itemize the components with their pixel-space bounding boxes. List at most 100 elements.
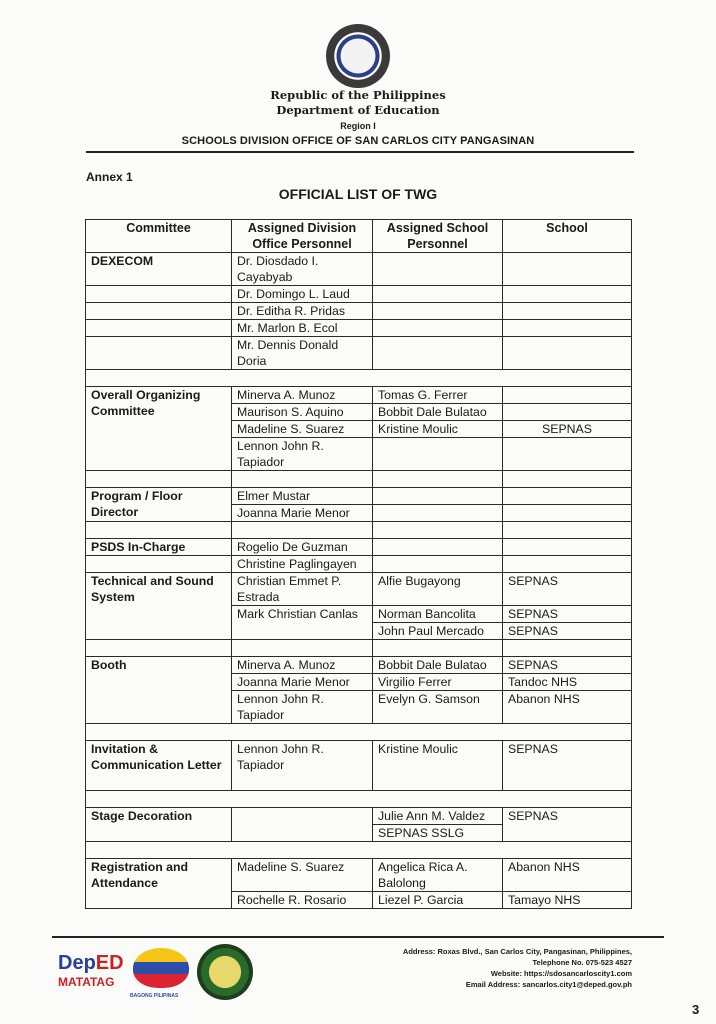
table-row: Dr. Domingo L. Laud bbox=[85, 285, 632, 303]
division-cell: Madeline S. Suarez bbox=[231, 858, 373, 892]
twg-table: Committee Assigned Division Office Perso… bbox=[85, 219, 632, 909]
school-personnel-cell: Virgilio Ferrer bbox=[372, 673, 503, 691]
spacer-row bbox=[85, 470, 632, 488]
table-row: Dr. Editha R. Pridas bbox=[85, 302, 632, 320]
school-cell: SEPNAS bbox=[502, 622, 632, 640]
division-cell: Lennon John R. Tapiador bbox=[231, 437, 373, 471]
school-cell: SEPNAS bbox=[502, 656, 632, 674]
school-cell: SEPNAS bbox=[502, 740, 632, 791]
committee-cell: Registration and Attendance bbox=[85, 858, 232, 909]
division-cell: Elmer Mustar bbox=[231, 487, 373, 505]
school-personnel-cell: Bobbit Dale Bulatao bbox=[372, 403, 503, 421]
division-heading: SCHOOLS DIVISION OFFICE OF SAN CARLOS CI… bbox=[181, 135, 535, 147]
table-row: Booth Minerva A. Munoz Bobbit Dale Bulatao… bbox=[85, 656, 632, 724]
committee-cell: Overall Organizing Committee bbox=[85, 386, 232, 471]
division-cell: Lennon John R. Tapiador bbox=[231, 690, 373, 724]
school-personnel-cell: Liezel P. Garcia bbox=[372, 891, 503, 909]
footer-divider bbox=[52, 936, 664, 938]
school-personnel-cell: Julie Ann M. Valdez bbox=[372, 807, 503, 825]
division-cell: Mr. Dennis Donald Doria bbox=[231, 336, 373, 370]
table-row: John Paul Mercado SEPNAS bbox=[86, 622, 632, 640]
school-personnel-cell: Alfie Bugayong bbox=[372, 572, 503, 606]
committee-cell: Stage Decoration bbox=[85, 807, 232, 842]
spacer-row bbox=[85, 790, 632, 808]
table-row: Christine Paglingayen bbox=[85, 555, 632, 573]
spacer-row bbox=[85, 723, 632, 741]
annex-label: Annex 1 bbox=[86, 170, 133, 184]
document-title: OFFICIAL LIST OF TWG bbox=[278, 186, 438, 202]
school-cell: Abanon NHS bbox=[502, 690, 632, 724]
column-header: Assigned School Personnel bbox=[372, 219, 503, 253]
division-cell: Maurison S. Aquino bbox=[231, 403, 373, 421]
school-personnel-cell: SEPNAS SSLG bbox=[372, 824, 503, 842]
school-personnel-cell: Evelyn G. Samson bbox=[372, 690, 503, 724]
school-cell: Tamayo NHS bbox=[502, 891, 632, 909]
deped-logo: DepED bbox=[58, 952, 124, 974]
republic-heading: Republic of the Philippines bbox=[270, 88, 446, 102]
division-cell: Minerva A. Munoz bbox=[231, 656, 373, 674]
bagong-pilipinas-logo bbox=[133, 948, 189, 988]
table-row: Registration and Attendance Madeline S. S… bbox=[85, 858, 632, 909]
table-row: Joanna Marie Menor bbox=[86, 504, 632, 522]
school-cell: SEPNAS bbox=[502, 572, 632, 606]
school-personnel-cell: Kristine Moulic bbox=[372, 740, 503, 791]
division-cell: Mr. Marlon B. Ecol bbox=[231, 319, 373, 337]
bagong-pilipinas-text: BAGONG PILIPINAS bbox=[130, 993, 179, 999]
address-text: Address: Roxas Blvd., San Carlos City, P… bbox=[402, 947, 632, 956]
school-cell: Tandoc NHS bbox=[502, 673, 632, 691]
division-cell: Dr. Editha R. Pridas bbox=[231, 302, 373, 320]
matatag-logo: MATATAG bbox=[58, 975, 115, 989]
division-cell: Mark Christian Canlas bbox=[231, 605, 373, 640]
header-divider bbox=[86, 151, 634, 153]
spacer-row bbox=[85, 841, 632, 859]
division-cell: Joanna Marie Menor bbox=[231, 504, 373, 522]
table-row: PSDS In-Charge Rogelio De Guzman bbox=[85, 538, 632, 556]
committee-cell: Booth bbox=[85, 656, 232, 724]
division-cell: Madeline S. Suarez bbox=[231, 420, 373, 438]
table-row: Technical and Sound System Christian Emme… bbox=[85, 572, 632, 640]
column-header: Committee bbox=[85, 219, 232, 253]
spacer-row bbox=[85, 639, 632, 657]
committee-cell: Program / Floor Director bbox=[85, 487, 232, 522]
school-personnel-cell: Angelica Rica A. Balolong bbox=[372, 858, 503, 892]
column-header: School bbox=[502, 219, 632, 253]
school-personnel-cell: Tomas G. Ferrer bbox=[372, 386, 503, 404]
school-cell: Abanon NHS bbox=[502, 858, 632, 892]
deped-seal-logo bbox=[326, 24, 390, 88]
table-header-row: Committee Assigned Division Office Perso… bbox=[85, 219, 632, 253]
division-cell: Rochelle R. Rosario bbox=[231, 891, 373, 909]
division-cell: Dr. Domingo L. Laud bbox=[231, 285, 373, 303]
division-seal-logo bbox=[197, 944, 253, 1000]
school-cell: SEPNAS bbox=[502, 605, 632, 623]
email-link[interactable]: Email Address: sancarlos.city1@deped.gov… bbox=[465, 980, 632, 989]
department-heading: Department of Education bbox=[276, 103, 440, 117]
school-personnel-cell: John Paul Mercado bbox=[372, 622, 503, 640]
school-personnel-cell: Bobbit Dale Bulatao bbox=[372, 656, 503, 674]
table-row: Lennon John R. Tapiador Evelyn G. Samson A… bbox=[86, 690, 632, 724]
table-row: Program / Floor Director Elmer Mustar bbox=[85, 487, 632, 522]
spacer-row bbox=[85, 521, 632, 539]
school-personnel-cell: Norman Bancolita bbox=[372, 605, 503, 623]
division-cell: Lennon John R. Tapiador bbox=[231, 740, 373, 791]
division-cell: Dr. Diosdado I. Cayabyab bbox=[231, 252, 373, 286]
region-heading: Region I bbox=[340, 121, 376, 131]
table-row: Stage Decoration Julie Ann M. Valdez SEPNA… bbox=[85, 807, 632, 842]
committee-cell: DEXECOM bbox=[85, 252, 232, 286]
table-row: DEXECOM Dr. Diosdado I. Cayabyab bbox=[85, 252, 632, 286]
table-row: Overall Organizing Committee Minerva A. M… bbox=[85, 386, 632, 471]
column-header: Assigned Division Office Personnel bbox=[231, 219, 373, 253]
table-row: Madeline S. Suarez Kristine Moulic SEPNAS bbox=[86, 420, 632, 438]
committee-cell: Invitation & Communication Letter bbox=[85, 740, 232, 791]
contact-block: Address: Roxas Blvd., San Carlos City, P… bbox=[403, 946, 632, 990]
division-cell: Joanna Marie Menor bbox=[231, 673, 373, 691]
division-cell: Rogelio De Guzman bbox=[231, 538, 373, 556]
website-link[interactable]: Website: https://sdosancarloscity1.com bbox=[490, 969, 632, 978]
committee-cell: PSDS In-Charge bbox=[85, 538, 232, 556]
table-row: Mr. Dennis Donald Doria bbox=[85, 336, 632, 370]
division-cell: Minerva A. Munoz bbox=[231, 386, 373, 404]
school-cell: SEPNAS bbox=[502, 807, 632, 842]
school-personnel-cell: Kristine Moulic bbox=[372, 420, 503, 438]
table-row: Lennon John R. Tapiador bbox=[86, 437, 632, 471]
page-number: 3 bbox=[692, 1002, 700, 1017]
